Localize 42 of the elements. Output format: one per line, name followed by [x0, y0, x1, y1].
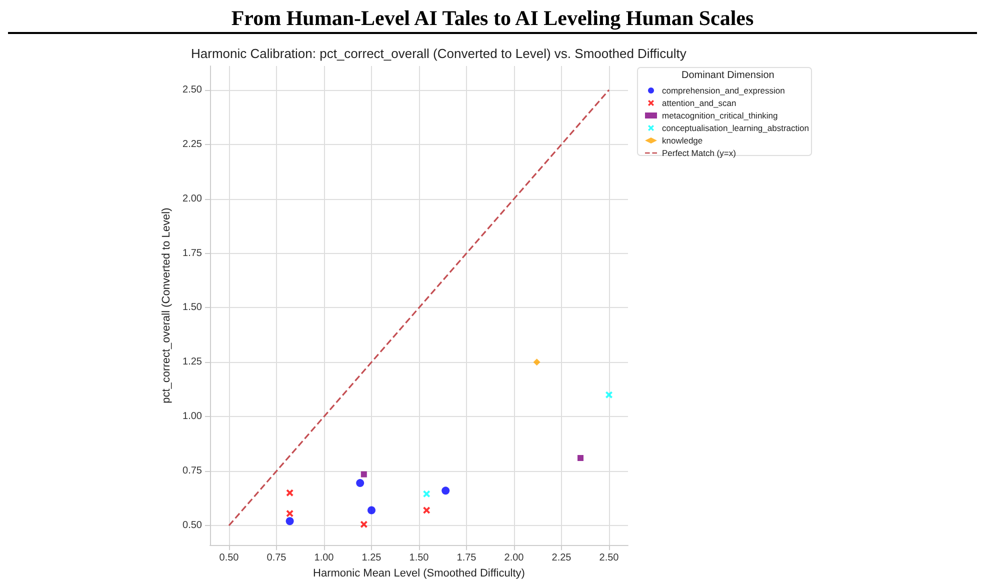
- x-tick-label: 1.25: [362, 552, 382, 564]
- y-tick-label: 1.25: [182, 356, 202, 368]
- x-tick-label: 2.25: [552, 552, 572, 564]
- point: [286, 517, 294, 526]
- x-tick-label: 1.75: [456, 552, 477, 564]
- point: [360, 471, 367, 478]
- y-tick-label: 1.00: [182, 411, 202, 422]
- legend-label: metacognition_critical_thinking: [662, 110, 778, 120]
- legend-title: Dominant Dimension: [682, 70, 774, 81]
- chart-subtitle: Harmonic Calibration: pct_correct_overall (Converted to Level) vs. Smoothed Difficulty: [191, 46, 687, 61]
- point: [368, 506, 376, 514]
- point: [423, 490, 430, 498]
- y-tick-label: 2.50: [182, 84, 202, 96]
- legend-label: conceptualisation_learning_abstraction: [662, 123, 810, 133]
- legend-label: Perfect Match (y=x): [662, 148, 736, 158]
- x-tick-label: 0.50: [219, 552, 240, 564]
- legend-label: comprehension_and_expression: [662, 86, 786, 96]
- point: [578, 454, 584, 461]
- y-tick-label: 1.50: [182, 302, 202, 314]
- y-tick-label: 2.25: [182, 138, 202, 150]
- x-axis-title: Harmonic Mean Level (Smoothed Difficulty): [313, 568, 525, 580]
- point: [423, 506, 430, 514]
- y-tick-label: 0.75: [182, 466, 202, 477]
- x-tick-label: 2.00: [504, 552, 524, 564]
- point: [360, 520, 368, 528]
- x-tick-label: 0.75: [266, 552, 287, 564]
- chart-title: From Human-Level AI Tales to AI Leveling Human Scales: [8, 0, 977, 34]
- point: [606, 391, 612, 398]
- point: [286, 510, 294, 518]
- point: [442, 486, 450, 495]
- y-tick-label: 0.50: [182, 520, 202, 531]
- x-tick-label: 1.50: [409, 552, 430, 564]
- legend-label: knowledge: [662, 136, 703, 146]
- x-tick-label: 2.50: [599, 552, 620, 564]
- point: [533, 358, 540, 366]
- y-tick-label: 2.00: [182, 193, 202, 204]
- y-axis-title: pct_correct_overall (Converted to Level): [160, 208, 172, 404]
- x-tick-label: 1.00: [314, 552, 334, 564]
- legend-label: attention_and_scan: [662, 98, 736, 108]
- point: [356, 479, 364, 488]
- point: [286, 489, 294, 496]
- y-tick-label: 1.75: [182, 248, 202, 259]
